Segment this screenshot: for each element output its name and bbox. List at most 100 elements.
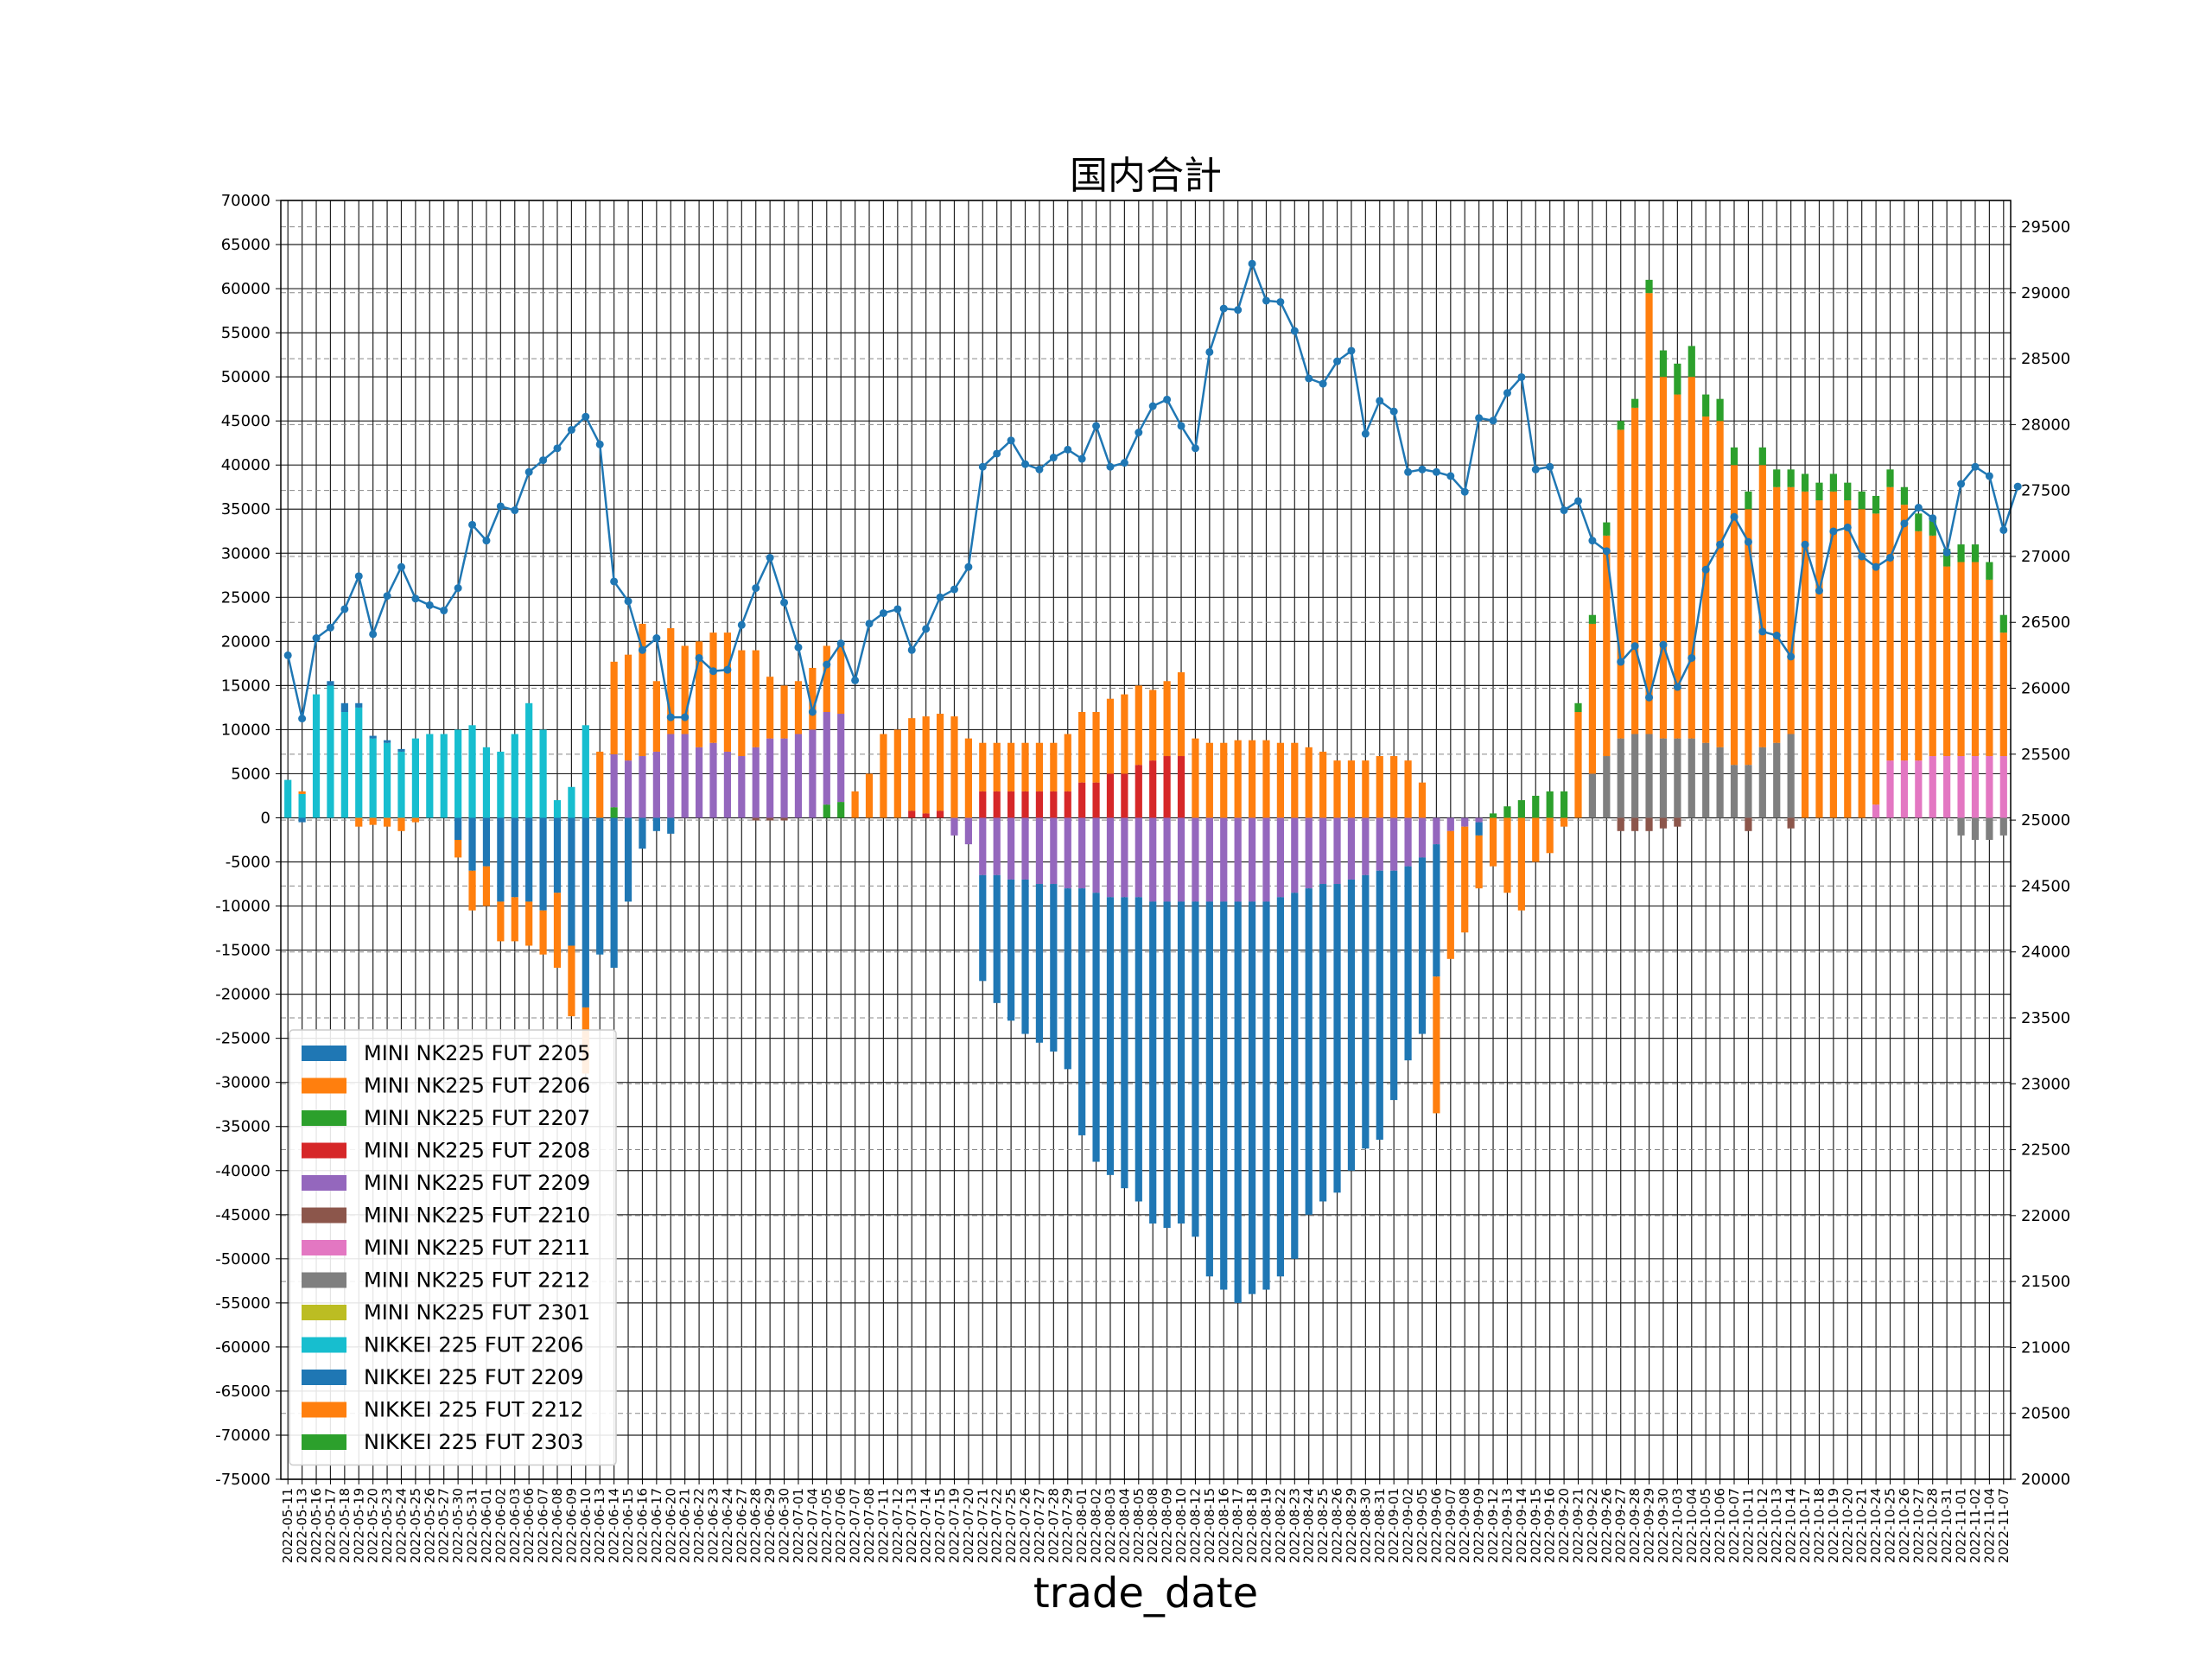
price-point [1234,306,1243,315]
bar [1418,817,1427,858]
bar [1560,791,1568,818]
bar [497,901,505,942]
bar [1461,817,1469,827]
bar [1886,486,1894,761]
bar [709,742,717,818]
price-point [1021,460,1030,468]
bar [1205,901,1213,1277]
bar [1050,742,1058,791]
bar [979,817,987,875]
x-tick-label: 2022-09-05 [1414,1488,1430,1563]
bar [1716,747,1724,818]
y-tick-label: -50000 [215,1250,270,1268]
price-point [283,651,292,659]
bar [1092,712,1100,783]
bar [1999,632,2007,757]
bar [1659,817,1668,829]
y-tick-label: 10000 [221,721,270,739]
bar [1872,513,1880,805]
x-tick-label: 2022-10-27 [1910,1488,1926,1563]
price-point [978,462,987,471]
price-point [1815,587,1823,595]
bar [1702,742,1710,818]
bar [1730,765,1738,818]
price-point [1276,297,1285,306]
bar [383,817,391,827]
price-point [610,577,619,586]
price-point [1688,653,1696,662]
bar [511,897,518,942]
price-point [1914,504,1923,512]
bar [1588,614,1597,624]
y-tick-label: -35000 [215,1118,270,1136]
bar [1234,901,1242,1303]
bar [1716,398,1724,422]
x-tick-label: 2022-09-21 [1571,1488,1586,1563]
bar [1886,469,1894,487]
bar [1546,791,1554,818]
bar [639,817,646,849]
x-tick-label: 2022-11-04 [1981,1488,1997,1563]
price-point [354,572,363,581]
legend-swatch [302,1305,346,1320]
price-point [326,623,334,632]
x-tick-label: 2022-08-12 [1187,1488,1203,1563]
bar [1603,535,1611,757]
bar [440,734,448,818]
y-tick-label: -65000 [215,1382,270,1401]
price-point [511,506,519,515]
bar [1064,734,1071,791]
x-tick-label: 2022-09-12 [1485,1488,1501,1563]
y2-tick-label: 20500 [2021,1405,2070,1423]
bar [1929,756,1936,818]
bar [1900,505,1909,761]
bar [1035,817,1044,885]
bar [539,910,547,955]
y-tick-label: 20000 [221,632,270,651]
bar [1163,681,1171,757]
bar [1829,474,1837,492]
bar [284,779,292,818]
bar [1801,474,1809,492]
bar [908,810,916,818]
price-point [425,601,434,609]
bar [1787,817,1795,829]
bar [397,751,405,818]
price-point [1489,416,1497,425]
y-tick-label: -25000 [215,1030,270,1048]
x-axis-label: trade_date [1033,1569,1258,1618]
bar [1489,817,1497,867]
price-point [1049,454,1058,462]
price-point [1758,627,1767,636]
bar [993,874,1001,1003]
bar [1007,742,1015,791]
bar [482,817,491,867]
y2-tick-label: 26500 [2021,613,2070,632]
bar [1149,690,1157,761]
price-point [2013,482,2022,491]
price-point [411,594,420,603]
bar [1418,782,1427,818]
price-point [1546,462,1554,471]
bar [1631,734,1639,818]
bar [1971,817,1980,840]
x-tick-label: 2022-08-02 [1089,1488,1104,1563]
bar [1121,897,1128,1189]
bar [823,645,830,712]
price-point [1971,462,1980,471]
bar [1900,760,1909,818]
bar [1135,685,1142,766]
legend-label: MINI NK225 FUT 2207 [364,1106,590,1130]
bar [298,793,306,818]
bar [865,773,874,818]
bar [1957,817,1965,836]
bar [1688,346,1695,378]
y2-tick-label: 23000 [2021,1075,2070,1093]
price-point [1333,357,1342,365]
bar [1078,888,1086,1135]
bar [1149,760,1157,818]
bar [1645,817,1653,831]
x-tick-label: 2022-06-24 [720,1488,735,1563]
price-point [851,676,860,684]
x-tick-label: 2022-06-08 [550,1488,565,1563]
